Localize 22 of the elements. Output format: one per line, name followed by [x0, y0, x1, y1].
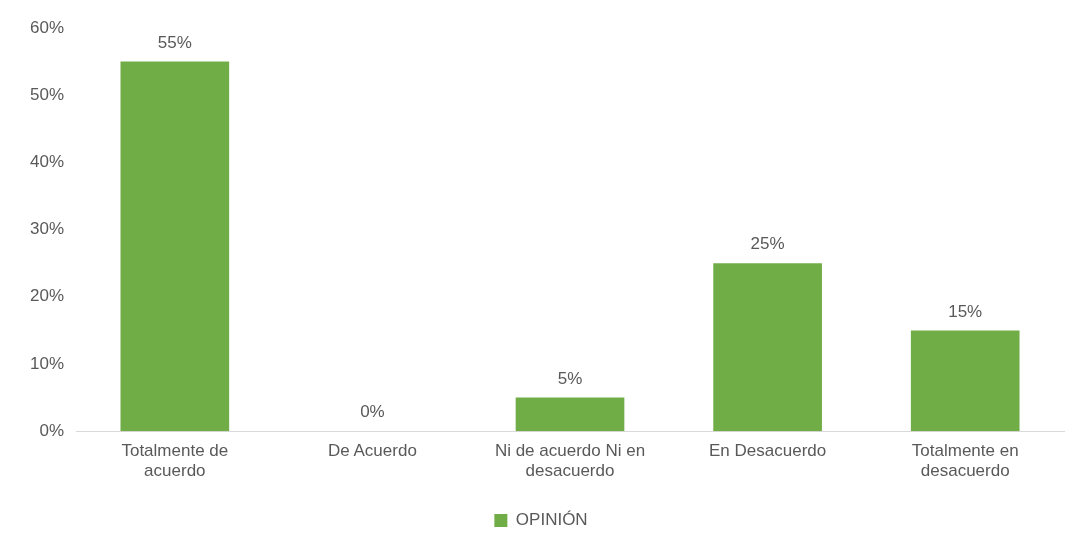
bar — [713, 263, 822, 432]
y-tick-label: 40% — [29, 152, 65, 172]
y-tick-label: 20% — [29, 286, 65, 306]
bar — [910, 330, 1020, 432]
x-tick-label: Totalmente de acuerdo — [121, 441, 229, 481]
legend-label: OPINIÓN — [515, 510, 588, 530]
data-label: 15% — [948, 301, 983, 321]
data-label: 25% — [750, 234, 785, 254]
y-tick-label: 30% — [29, 219, 65, 239]
data-label: 5% — [557, 368, 583, 388]
bar — [120, 61, 230, 432]
y-tick-label: 0% — [39, 420, 65, 440]
y-tick-label: 50% — [29, 84, 65, 104]
x-tick-label: En Desacuerdo — [709, 441, 827, 461]
x-tick-label: Totalmente en desacuerdo — [911, 441, 1019, 481]
x-tick-label: De Acuerdo — [328, 441, 417, 461]
data-label: 0% — [360, 402, 385, 422]
y-tick-label: 60% — [29, 17, 65, 37]
y-tick-label: 10% — [29, 353, 65, 373]
bar — [515, 397, 625, 432]
x-tick-label: Ni de acuerdo Ni en desacuerdo — [494, 441, 646, 481]
data-label: 55% — [157, 32, 192, 52]
